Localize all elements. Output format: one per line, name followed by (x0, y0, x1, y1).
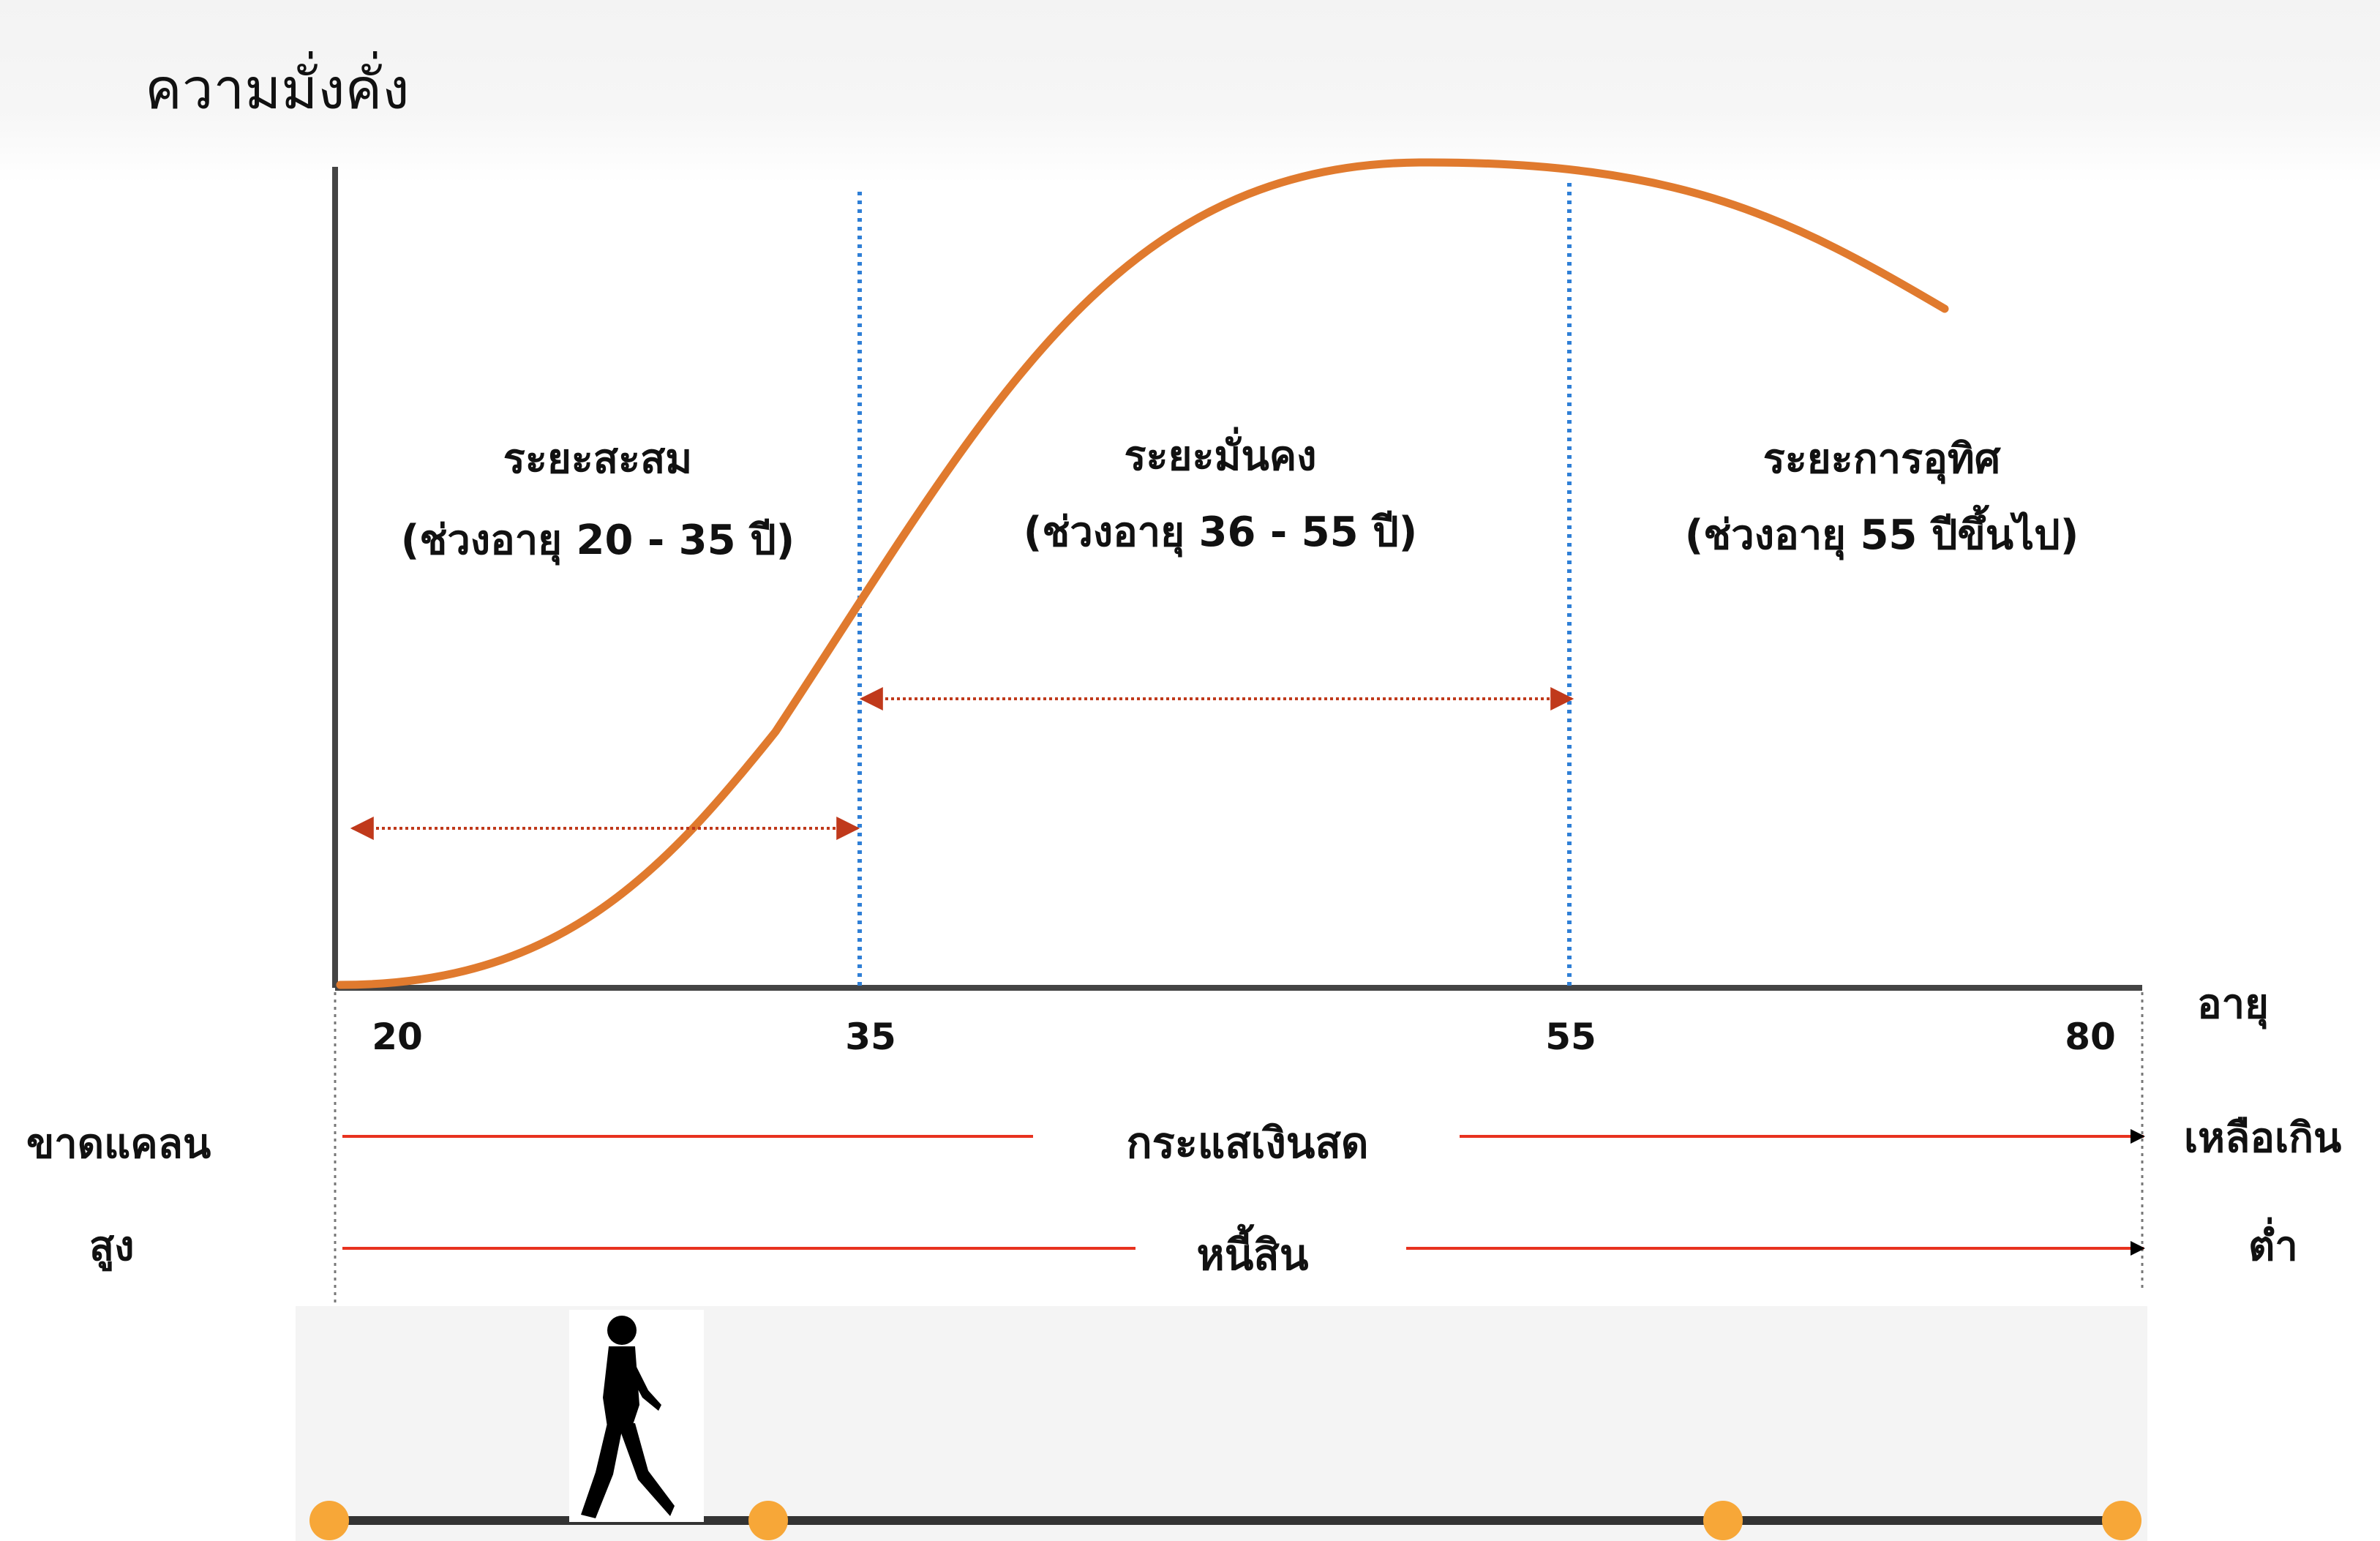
milestone-dot-icon (2102, 1501, 2141, 1540)
tick-20: 20 (372, 1016, 423, 1058)
zone-dedication-name: ระยะการอุทิศ (1763, 435, 2001, 483)
debt-left-label: สูง (89, 1223, 135, 1270)
milestone-dot-icon (1703, 1501, 1743, 1540)
tick-80: 80 (2065, 1016, 2116, 1058)
page-title: ความมั่งคั่ง (145, 56, 410, 121)
zone-dedication-range: (ช่วงอายุ 55 ปีขึ้นไป) (1684, 511, 2079, 559)
cashflow-left-label: ขาดแคลน (26, 1120, 211, 1168)
debt-label: หนี้สิน (1196, 1230, 1309, 1280)
debt-right-label: ต่ำ (2248, 1223, 2298, 1270)
zone-stability-range: (ช่วงอายุ 36 - 55 ปี) (1023, 509, 1418, 556)
zone-accumulation-range: (ช่วงอายุ 20 - 35 ปี) (400, 517, 795, 564)
zone-accumulation-name: ระยะสะสม (503, 435, 693, 483)
tick-55: 55 (1545, 1016, 1596, 1058)
wealth-curve (336, 158, 1949, 989)
walking-person-icon (569, 1310, 704, 1522)
zone-stability-name: ระยะมั่นคง (1124, 432, 1317, 480)
cashflow-label: กระแสเงินสด (1126, 1118, 1369, 1168)
x-axis-label: อายุ (2197, 981, 2269, 1028)
tick-35: 35 (845, 1016, 896, 1058)
title-band (0, 0, 2380, 183)
milestone-dot-icon (309, 1501, 349, 1540)
cashflow-right-label: เหลือเกิน (2184, 1114, 2342, 1162)
milestone-dot-icon (748, 1501, 788, 1540)
